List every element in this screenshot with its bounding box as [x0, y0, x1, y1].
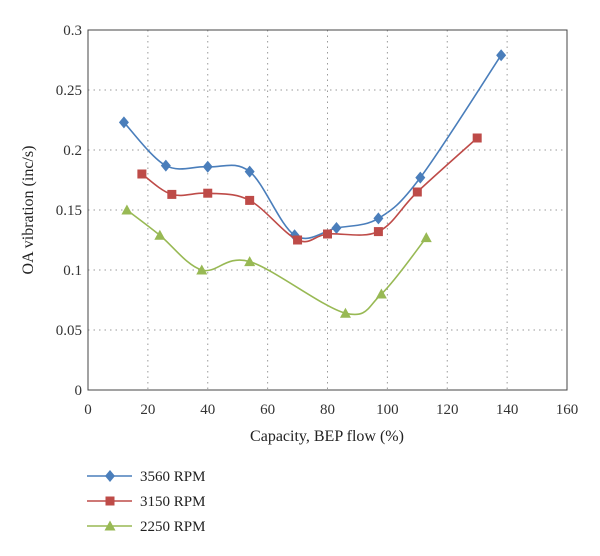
data-point-3150 [412, 187, 422, 197]
legend-label: 2250 RPM [140, 519, 205, 535]
data-point-3560 [160, 159, 171, 172]
legend-marker [105, 496, 115, 506]
series-line-3150 [141, 137, 478, 243]
data-point-3150 [373, 227, 383, 237]
data-point-3150 [137, 169, 147, 179]
legend-item-3150: 3150 RPM [87, 494, 205, 510]
x-tick-label: 60 [260, 402, 275, 418]
y-tick-label: 0.25 [56, 83, 82, 99]
data-point-3150 [203, 188, 213, 198]
y-tick-label: 0.1 [63, 263, 82, 279]
data-point-2250 [339, 307, 351, 318]
series-group [118, 49, 507, 318]
data-point-3150 [167, 189, 177, 199]
data-point-3560 [244, 165, 255, 178]
series-2250 [121, 204, 432, 318]
y-tick-label: 0.2 [63, 143, 82, 159]
x-tick-label: 20 [140, 402, 155, 418]
series-3560 [118, 49, 507, 242]
legend-item-3560: 3560 RPM [87, 469, 205, 485]
y-tick-label: 0.05 [56, 323, 82, 339]
grid-lines [88, 30, 567, 390]
plot-area [87, 29, 568, 391]
x-tick-label: 140 [496, 402, 519, 418]
data-point-3150 [293, 235, 303, 245]
x-axis-ticks: 0 20 40 60 80 100 120 140 160 [84, 402, 578, 418]
x-tick-label: 80 [320, 402, 335, 418]
data-point-3560 [496, 49, 507, 62]
data-point-2250 [121, 204, 133, 215]
series-3150 [137, 133, 482, 245]
data-point-3560 [202, 160, 213, 173]
data-point-3150 [245, 195, 255, 205]
data-point-2250 [244, 256, 256, 267]
x-tick-label: 40 [200, 402, 215, 418]
data-point-3560 [415, 171, 426, 184]
x-axis-title: Capacity, BEP flow (%) [250, 428, 404, 445]
legend-label: 3560 RPM [140, 469, 205, 485]
data-point-2250 [154, 229, 166, 240]
legend-marker [105, 470, 115, 482]
data-point-3560 [118, 116, 129, 129]
legend-label: 3150 RPM [140, 494, 205, 510]
data-point-2250 [375, 288, 387, 299]
x-tick-label: 120 [436, 402, 459, 418]
y-tick-label: 0.3 [63, 23, 82, 39]
data-point-3150 [323, 229, 332, 239]
data-point-2250 [420, 232, 432, 243]
data-point-3560 [373, 212, 384, 225]
legend-marker [104, 520, 116, 531]
x-tick-label: 100 [376, 402, 399, 418]
data-point-2250 [196, 264, 208, 275]
data-point-3150 [472, 133, 482, 143]
series-line-2250 [126, 209, 427, 316]
y-axis-ticks: 0 0.05 0.1 0.15 0.2 0.25 0.3 [56, 23, 82, 399]
legend: 3560 RPM 3150 RPM 2250 RPM [87, 469, 205, 535]
series-line-3560 [123, 54, 502, 240]
legend-item-2250: 2250 RPM [87, 519, 205, 535]
x-tick-label: 0 [84, 402, 92, 418]
x-tick-label: 160 [556, 402, 579, 418]
data-point-3560 [331, 222, 342, 234]
y-tick-label: 0 [75, 383, 83, 399]
y-axis-title: OA vibration (inc/s) [20, 146, 37, 275]
y-tick-label: 0.15 [56, 203, 82, 219]
